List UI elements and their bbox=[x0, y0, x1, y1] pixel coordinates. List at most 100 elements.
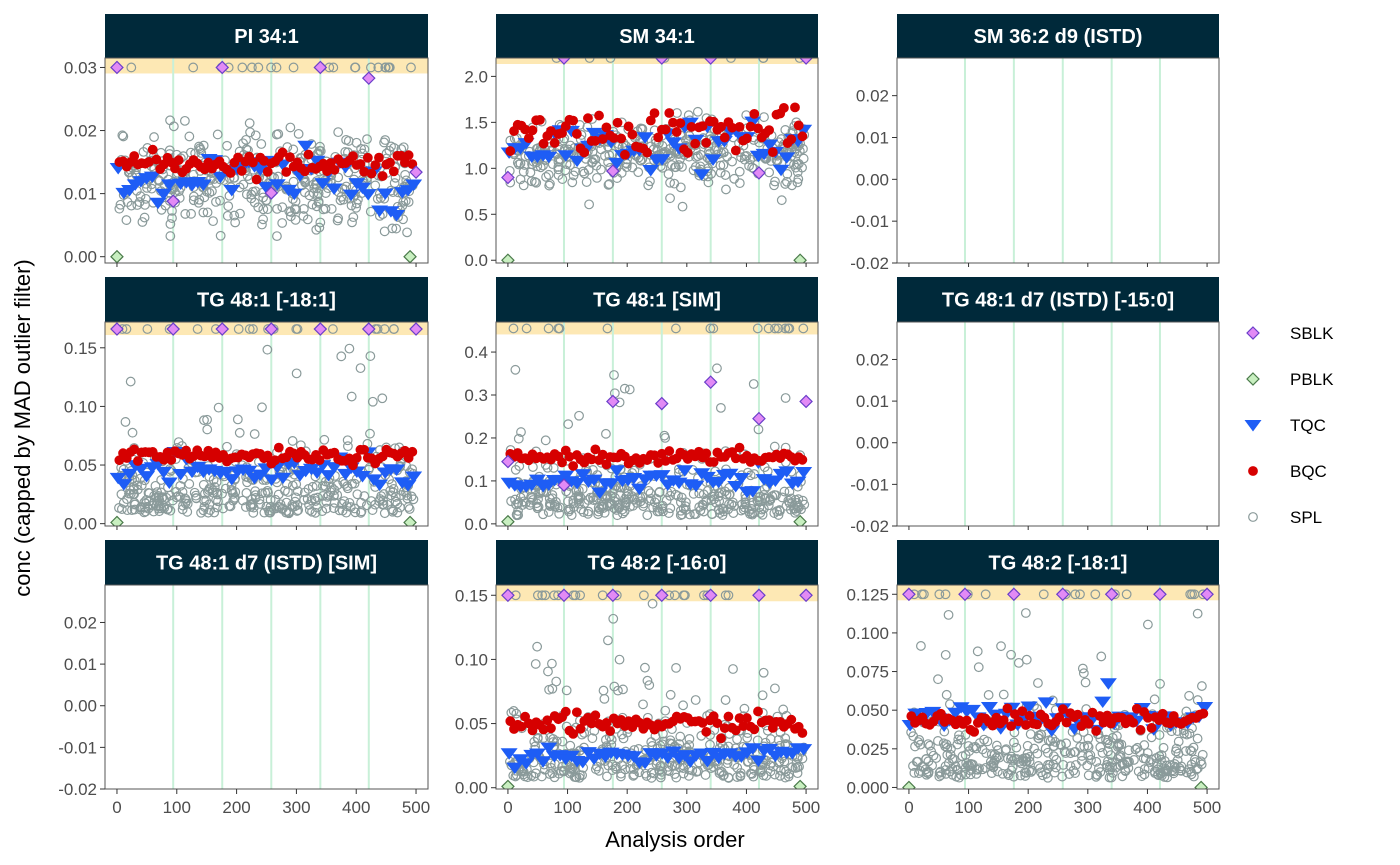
spl-point bbox=[988, 762, 999, 773]
spl-point bbox=[983, 690, 994, 700]
spl-point bbox=[581, 177, 592, 187]
facet-strip bbox=[897, 540, 1219, 585]
spl-point bbox=[261, 195, 272, 205]
spl-point bbox=[689, 509, 700, 520]
pblk-point bbox=[501, 514, 515, 526]
facet-title: TG 48:1 [SIM] bbox=[593, 290, 721, 312]
bqc-point bbox=[734, 442, 745, 453]
spl-point bbox=[1042, 772, 1053, 783]
spl-point bbox=[529, 177, 540, 187]
tqc-point bbox=[388, 464, 406, 476]
spl-point bbox=[235, 208, 245, 219]
spl-point bbox=[574, 498, 584, 509]
spl-point bbox=[403, 197, 414, 207]
legend-entry: SBLK bbox=[1246, 324, 1334, 343]
spl-point bbox=[1020, 608, 1031, 618]
spl-point bbox=[961, 757, 972, 768]
spl-point bbox=[285, 207, 296, 217]
tqc-point bbox=[319, 470, 337, 482]
tqc-point bbox=[721, 468, 739, 481]
bqc-point bbox=[716, 121, 726, 132]
spl-point bbox=[563, 419, 574, 430]
tqc-point bbox=[659, 752, 677, 764]
spl-point bbox=[277, 218, 288, 228]
spl-point bbox=[531, 177, 542, 188]
tqc-point bbox=[608, 157, 626, 170]
spl-point bbox=[584, 199, 595, 210]
spl-point bbox=[282, 142, 293, 152]
tqc-point bbox=[325, 462, 343, 474]
spl-point bbox=[1171, 743, 1182, 754]
facet-title: TG 48:2 [-18:1] bbox=[989, 553, 1128, 575]
spl-point bbox=[655, 761, 665, 772]
spl-point bbox=[288, 62, 299, 73]
spl-point bbox=[752, 323, 763, 334]
spl-point bbox=[940, 761, 951, 772]
spl-point bbox=[510, 364, 521, 375]
spl-point bbox=[934, 589, 945, 600]
tqc-point bbox=[528, 748, 546, 760]
spl-point bbox=[222, 441, 232, 452]
bqc-point bbox=[701, 726, 712, 737]
tqc-point bbox=[772, 164, 790, 177]
spl-point bbox=[780, 733, 791, 744]
spl-point bbox=[547, 683, 558, 694]
facet-strip bbox=[496, 14, 818, 58]
spl-point bbox=[665, 193, 675, 204]
spl-point bbox=[1103, 746, 1113, 757]
spl-point bbox=[215, 195, 225, 206]
bqc-point bbox=[1198, 708, 1209, 719]
bqc-point bbox=[749, 724, 760, 735]
spl-point bbox=[402, 227, 412, 238]
facet-strip bbox=[105, 277, 428, 322]
facet-title: TG 48:1 d7 (ISTD) [SIM] bbox=[156, 553, 377, 575]
tqc-point bbox=[693, 748, 711, 760]
spl-point bbox=[542, 462, 553, 473]
spl-point bbox=[1173, 748, 1184, 759]
spl-point bbox=[603, 179, 614, 190]
spl-point bbox=[132, 200, 143, 210]
spl-point bbox=[754, 502, 765, 513]
spl-point bbox=[184, 131, 195, 142]
spl-point bbox=[186, 208, 196, 219]
spl-point bbox=[118, 131, 129, 142]
tqc-point bbox=[749, 755, 767, 768]
spl-point bbox=[356, 143, 367, 154]
panel-border bbox=[104, 57, 429, 264]
x-tick-label: 400 bbox=[732, 798, 760, 817]
spl-point bbox=[784, 486, 795, 497]
spl-point bbox=[346, 391, 357, 402]
spl-point bbox=[193, 197, 204, 208]
spl-point bbox=[1117, 771, 1128, 782]
spl-point bbox=[739, 703, 750, 714]
spl-point bbox=[759, 484, 770, 494]
spl-point bbox=[909, 767, 920, 778]
legend-label: SBLK bbox=[1290, 324, 1334, 343]
bqc-point bbox=[523, 133, 534, 144]
bqc-point bbox=[247, 157, 258, 168]
bqc-point bbox=[697, 121, 708, 131]
x-tick-label: 200 bbox=[222, 798, 250, 817]
spl-point bbox=[543, 323, 554, 334]
sblk-point bbox=[703, 588, 718, 603]
spl-point bbox=[177, 487, 188, 497]
bqc-point bbox=[374, 152, 384, 163]
spl-point bbox=[196, 507, 206, 518]
spl-point bbox=[204, 499, 215, 510]
spl-point bbox=[120, 417, 131, 427]
spl-point bbox=[610, 493, 620, 503]
spl-point bbox=[248, 324, 258, 334]
spl-point bbox=[1070, 746, 1081, 757]
tqc-point bbox=[143, 171, 161, 184]
panel-plot-area bbox=[496, 585, 818, 789]
spl-point bbox=[947, 763, 958, 774]
spl-point bbox=[1139, 769, 1150, 780]
spl-point bbox=[633, 167, 644, 178]
spl-point bbox=[203, 485, 214, 495]
spl-point bbox=[332, 490, 343, 500]
spl-point bbox=[143, 487, 154, 498]
spl-point bbox=[715, 403, 726, 413]
pblk-point bbox=[403, 515, 417, 526]
bqc-point bbox=[749, 108, 760, 119]
spl-point bbox=[798, 153, 809, 164]
